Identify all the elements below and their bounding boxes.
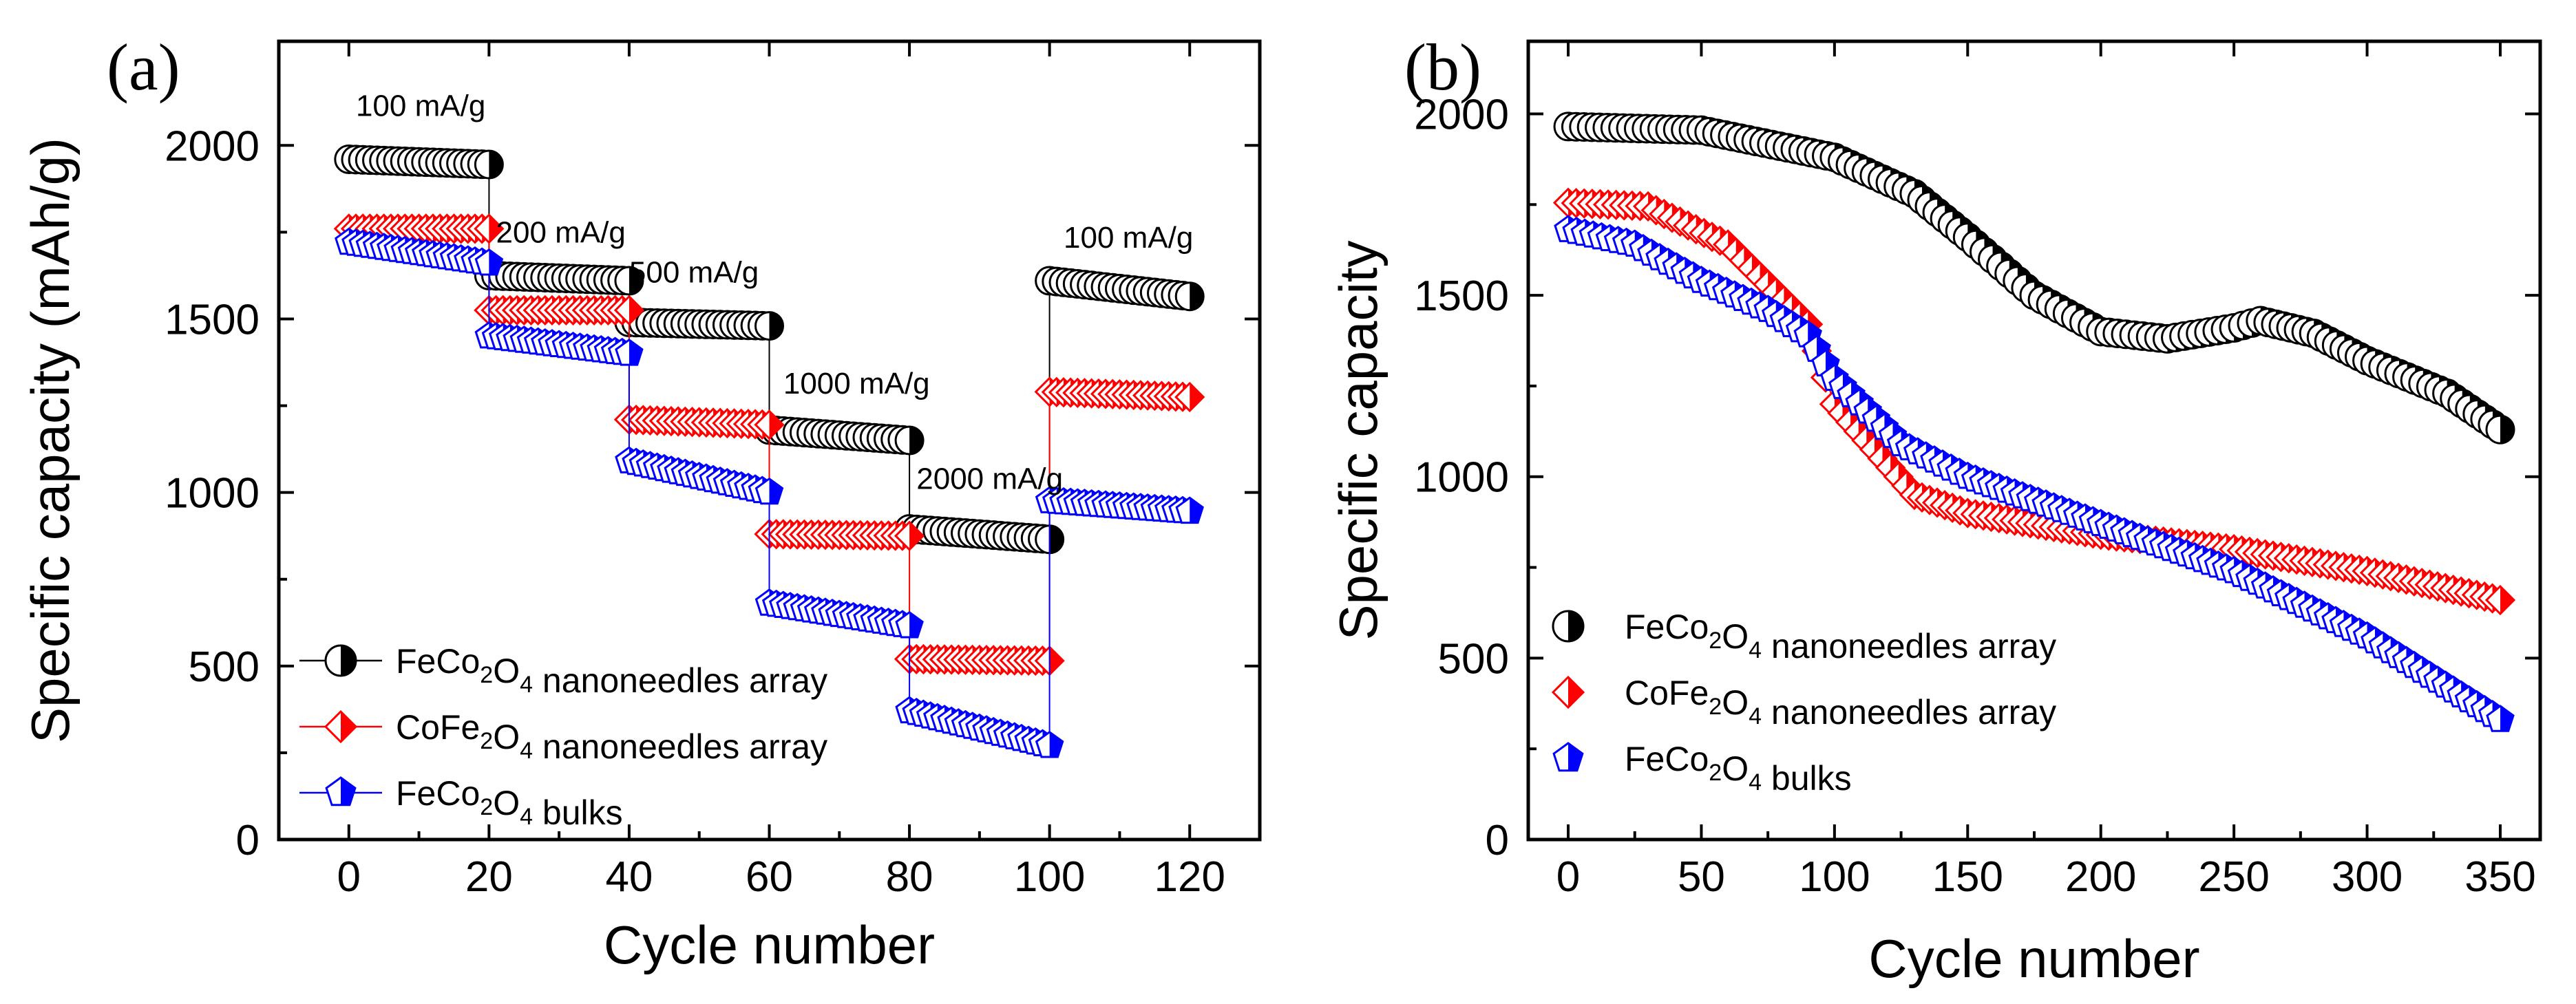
data-point bbox=[754, 477, 784, 505]
data-point bbox=[895, 610, 924, 639]
panel-label: (b) bbox=[1404, 30, 1481, 104]
panel-0: (a) 0 20 40 60 80 100 120 0 500 1000 1500 2000 Cycle … bbox=[20, 30, 1262, 975]
series-2 bbox=[1552, 187, 2516, 616]
x-tick-label: 200 bbox=[2065, 853, 2136, 901]
x-tick-label: 20 bbox=[465, 853, 513, 901]
x-tick-label: 300 bbox=[2332, 853, 2403, 901]
data-point bbox=[894, 425, 925, 456]
current-rate-label: 200 mA/g bbox=[496, 216, 626, 250]
half-pentagon-icon bbox=[1552, 742, 1584, 772]
series-1 bbox=[334, 145, 1205, 555]
y-tick-label: 1000 bbox=[165, 470, 260, 517]
data-point bbox=[2484, 584, 2516, 616]
y-tick-label: 500 bbox=[1438, 635, 1509, 683]
y-axis-label: Specific capacity (mAh/g) bbox=[20, 138, 81, 743]
legend-entry: CoFe2O4 nanoneedles array bbox=[299, 708, 827, 766]
half-circle-icon bbox=[324, 644, 357, 677]
legend-label: CoFe2O4 nanoneedles array bbox=[396, 708, 827, 766]
legend-entry: FeCo2O4 nanoneedles array bbox=[1552, 608, 2056, 665]
data-point bbox=[894, 520, 925, 551]
legend-entry: FeCo2O4 nanoneedles array bbox=[299, 642, 827, 700]
data-point bbox=[2486, 705, 2515, 732]
x-tick-label: 40 bbox=[605, 853, 653, 901]
legend-entry: CoFe2O4 nanoneedles array bbox=[1551, 674, 2056, 731]
series-line bbox=[1567, 202, 2501, 601]
current-rate-label: 100 mA/g bbox=[356, 89, 485, 122]
y-tick-label: 0 bbox=[236, 817, 260, 864]
y-tick-label: 2000 bbox=[165, 122, 260, 170]
current-rate-label: 100 mA/g bbox=[1064, 221, 1193, 255]
y-tick-label: 1500 bbox=[1414, 273, 1509, 320]
current-rate-label: 500 mA/g bbox=[629, 256, 759, 290]
legend-entry: FeCo2O4 bulks bbox=[299, 774, 623, 832]
x-tick-label: 0 bbox=[337, 853, 361, 901]
x-tick-label: 0 bbox=[1556, 853, 1580, 901]
data-point bbox=[615, 339, 644, 366]
legend-label: CoFe2O4 nanoneedles array bbox=[1625, 674, 2056, 731]
x-tick-label: 250 bbox=[2198, 853, 2269, 901]
panel-label: (a) bbox=[107, 30, 180, 104]
x-tick-label: 80 bbox=[886, 853, 933, 901]
y-tick-label: 2000 bbox=[1414, 91, 1509, 138]
data-point bbox=[1035, 730, 1064, 758]
x-axis-label: Cycle number bbox=[604, 915, 935, 975]
y-tick-label: 0 bbox=[1486, 817, 1509, 864]
data-point bbox=[474, 248, 504, 276]
legend: FeCo2O4 nanoneedles array CoFe2O4 nanonee… bbox=[1551, 608, 2056, 798]
y-tick-label: 1000 bbox=[1414, 454, 1509, 502]
data-point bbox=[1174, 381, 1205, 413]
x-axis-label: Cycle number bbox=[1868, 928, 2199, 989]
legend-label: FeCo2O4 bulks bbox=[396, 774, 623, 832]
series-3 bbox=[335, 227, 1204, 758]
data-point bbox=[1175, 496, 1204, 524]
legend-label: FeCo2O4 nanoneedles array bbox=[1625, 608, 2056, 665]
legend-label: FeCo2O4 bulks bbox=[1625, 740, 1852, 798]
data-point bbox=[754, 409, 785, 440]
data-point bbox=[613, 295, 645, 325]
data-point bbox=[474, 149, 504, 180]
x-tick-label: 150 bbox=[1932, 853, 2003, 901]
legend-entry: FeCo2O4 bulks bbox=[1552, 740, 1852, 798]
panel-1: (b) 0 50 100 150 200 250 300 350 0 500 1000 1500 2000… bbox=[1328, 30, 2542, 989]
data-point bbox=[2485, 414, 2515, 445]
data-point bbox=[1174, 281, 1205, 312]
half-diamond-icon bbox=[324, 709, 358, 744]
half-pentagon-icon bbox=[325, 776, 357, 807]
current-rate-label: 2000 mA/g bbox=[916, 462, 1063, 496]
half-diamond-icon bbox=[1551, 675, 1585, 709]
series-1 bbox=[1553, 111, 2515, 445]
data-point bbox=[614, 266, 644, 296]
data-point bbox=[754, 311, 785, 341]
current-rate-label: 1000 mA/g bbox=[783, 367, 930, 400]
legend-label: FeCo2O4 nanoneedles array bbox=[396, 642, 827, 700]
y-tick-label: 500 bbox=[189, 643, 260, 691]
series-3 bbox=[1554, 215, 2515, 732]
legend: FeCo2O4 nanoneedles array CoFe2O4 nanonee… bbox=[299, 642, 827, 832]
y-tick-label: 1500 bbox=[165, 296, 260, 343]
x-tick-label: 100 bbox=[1799, 853, 1870, 901]
x-tick-label: 350 bbox=[2464, 853, 2535, 901]
x-tick-label: 120 bbox=[1154, 853, 1225, 901]
data-point bbox=[474, 213, 505, 244]
series-2 bbox=[333, 213, 1205, 676]
half-circle-icon bbox=[1552, 610, 1585, 643]
y-axis-label: Specific capacity bbox=[1328, 241, 1389, 641]
x-tick-label: 100 bbox=[1014, 853, 1085, 901]
x-tick-label: 50 bbox=[1678, 853, 1725, 901]
x-tick-label: 60 bbox=[746, 853, 793, 901]
